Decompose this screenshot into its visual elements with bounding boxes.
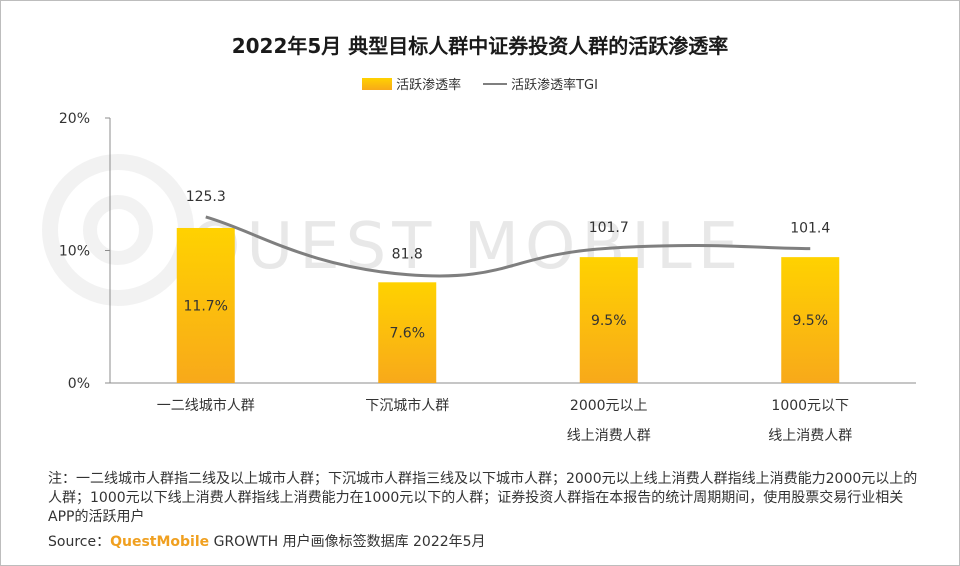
chart-legend: 活跃渗透率 活跃渗透率TGI	[0, 74, 960, 93]
bar-value-label: 9.5%	[591, 313, 627, 329]
source-prefix: Source：	[48, 534, 111, 550]
chart-notes: 注：一二线城市人群指二线及以上城市人群；下沉城市人群指三线及以下城市人群；200…	[48, 471, 918, 525]
bar-value-label: 11.7%	[184, 298, 228, 314]
legend-line-label: 活跃渗透率TGI	[511, 78, 598, 93]
legend-bar-label: 活跃渗透率	[396, 78, 462, 93]
source-rest: GROWTH 用户画像标签数据库 2022年5月	[209, 534, 486, 550]
x-tick-label: 2000元以上线上消费人群	[567, 398, 651, 444]
tgi-line	[205, 215, 811, 278]
watermark-logo-icon	[42, 154, 194, 306]
x-tick-label: 下沉城市人群	[365, 397, 449, 414]
legend-item-bar: 活跃渗透率	[362, 74, 461, 93]
bar	[176, 227, 235, 383]
chart-title: 2022年5月 典型目标人群中证券投资人群的活跃渗透率	[231, 34, 729, 58]
chart-source: Source：QuestMobile GROWTH 用户画像标签数据库 2022…	[48, 531, 486, 551]
y-tick-label: 10%	[59, 244, 90, 260]
tgi-value-label: 81.8	[392, 247, 423, 263]
bar	[781, 257, 840, 383]
tgi-value-label: 101.7	[589, 220, 629, 236]
bar	[378, 282, 437, 383]
bar-value-label: 7.6%	[389, 326, 425, 342]
legend-item-line: 活跃渗透率TGI	[483, 74, 598, 93]
y-tick-label: 20%	[59, 111, 90, 127]
x-tick-label: 一二线城市人群	[157, 397, 255, 414]
legend-line-swatch	[483, 82, 508, 85]
bar-value-label: 9.5%	[792, 313, 828, 329]
bar	[579, 257, 638, 383]
x-tick-label: 1000元以下线上消费人群	[768, 398, 852, 444]
source-brand: QuestMobile	[110, 534, 210, 550]
tgi-value-label: 101.4	[790, 221, 830, 237]
legend-bar-swatch	[362, 77, 393, 90]
y-tick-label: 0%	[68, 376, 90, 392]
tgi-value-label: 125.3	[186, 189, 226, 205]
